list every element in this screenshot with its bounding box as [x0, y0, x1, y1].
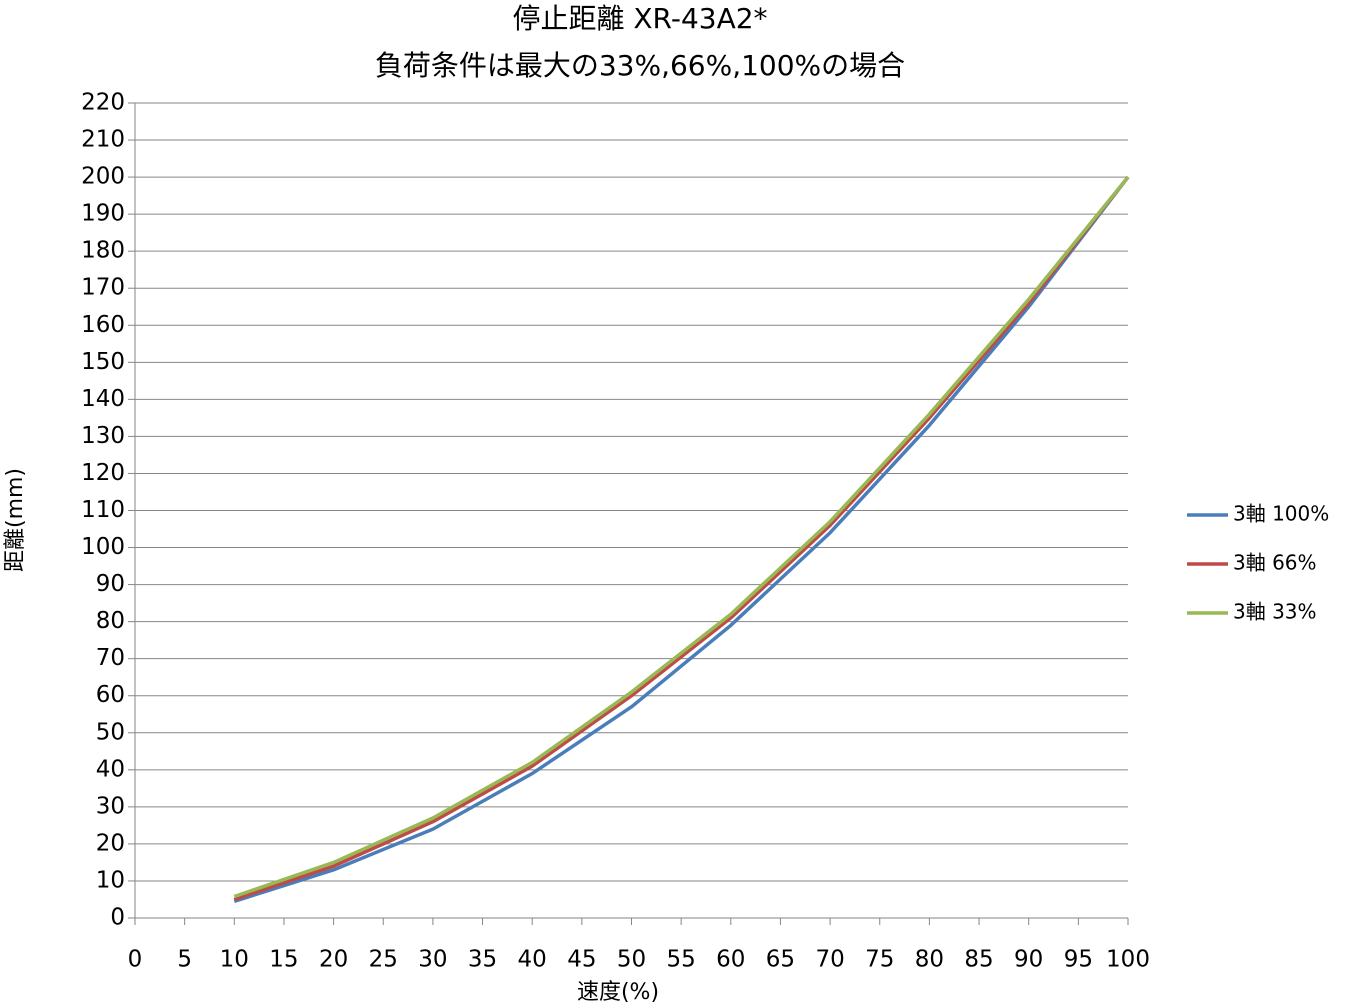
x-axis-label: 速度(%) [577, 980, 659, 1005]
y-tick-label: 30 [96, 793, 125, 819]
legend-label: 3軸 66% [1233, 551, 1317, 575]
x-tick-label: 65 [766, 947, 795, 973]
x-tick-label: 50 [617, 947, 646, 973]
chart-title: 停止距離 XR-43A2* [512, 2, 767, 35]
y-tick-label: 200 [81, 164, 125, 190]
x-tick-label: 100 [1106, 947, 1150, 973]
legend-label: 3軸 100% [1233, 502, 1329, 526]
x-tick-label: 35 [468, 947, 497, 973]
y-axis-label: 距離(mm) [3, 468, 28, 572]
x-tick-label: 70 [815, 947, 844, 973]
y-tick-label: 130 [81, 423, 125, 449]
y-tick-label: 70 [96, 645, 125, 671]
x-tick-label: 60 [716, 947, 745, 973]
series-line [233, 175, 1130, 899]
y-tick-label: 120 [81, 460, 125, 486]
x-tick-label: 30 [418, 947, 447, 973]
y-tick-label: 40 [96, 756, 125, 782]
x-tick-label: 85 [964, 947, 993, 973]
x-tick-label: 75 [865, 947, 894, 973]
x-tick-label: 95 [1064, 947, 1093, 973]
y-tick-label: 140 [81, 386, 125, 412]
y-tick-label: 80 [96, 608, 125, 634]
x-tick-label: 90 [1014, 947, 1043, 973]
series-line [233, 176, 1130, 903]
x-tick-label: 20 [319, 947, 348, 973]
x-tick-label: 15 [269, 947, 298, 973]
y-tick-label: 110 [81, 497, 125, 523]
y-tick-label: 220 [81, 90, 125, 116]
y-tick-label: 150 [81, 349, 125, 375]
x-tick-label: 0 [128, 947, 143, 973]
x-tick-label: 25 [369, 947, 398, 973]
y-tick-label: 190 [81, 201, 125, 227]
y-tick-label: 20 [96, 830, 125, 856]
x-tick-label: 10 [220, 947, 249, 973]
y-tick-label: 50 [96, 719, 125, 745]
y-tick-label: 100 [81, 534, 125, 560]
x-tick-label: 80 [915, 947, 944, 973]
x-tick-label: 45 [567, 947, 596, 973]
x-tick-label: 40 [518, 947, 547, 973]
x-tick-label: 5 [177, 947, 192, 973]
chart-subtitle: 負荷条件は最大の33%,66%,100%の場合 [375, 49, 905, 82]
y-tick-label: 0 [110, 905, 125, 931]
series-line [233, 176, 1130, 902]
y-tick-label: 60 [96, 682, 125, 708]
x-tick-label: 55 [667, 947, 696, 973]
y-tick-label: 90 [96, 571, 125, 597]
y-tick-label: 210 [81, 127, 125, 153]
y-tick-label: 10 [96, 867, 125, 893]
y-tick-label: 170 [81, 275, 125, 301]
y-tick-label: 160 [81, 312, 125, 338]
y-tick-label: 180 [81, 238, 125, 264]
legend-label: 3軸 33% [1233, 600, 1317, 624]
